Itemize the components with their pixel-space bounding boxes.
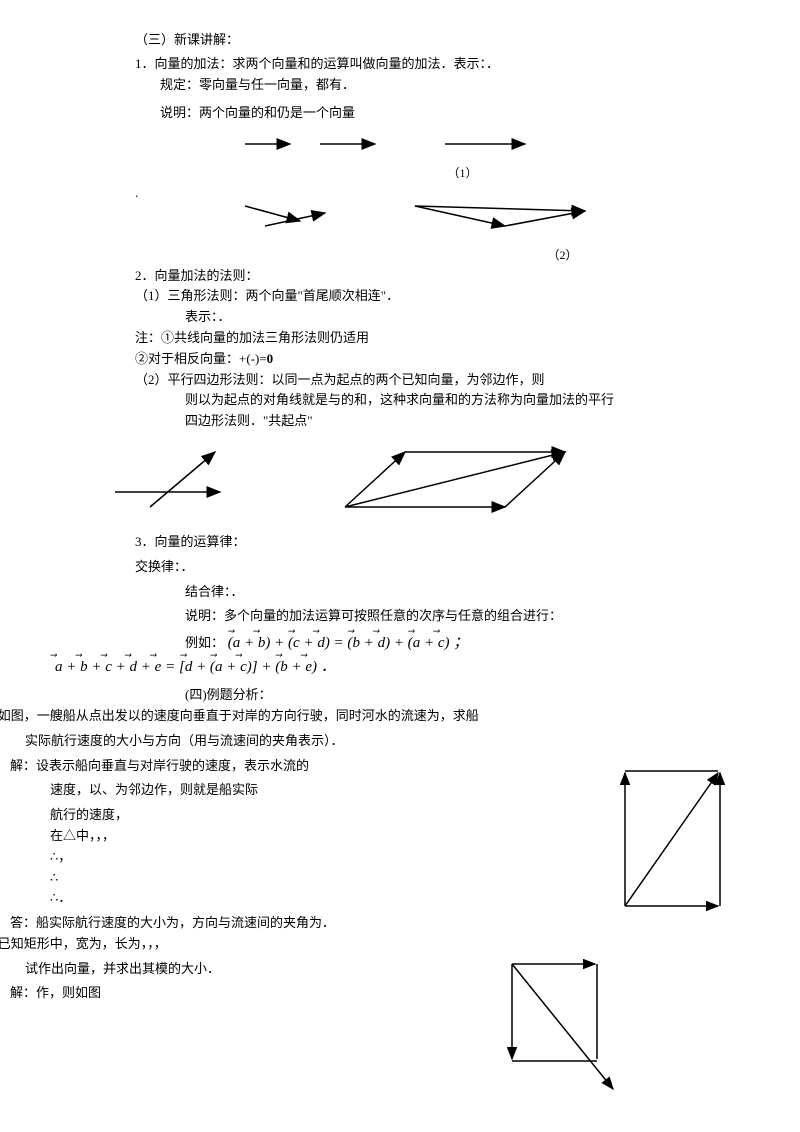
- item-2-heading: 2．向量加法的法则：: [135, 266, 750, 287]
- section-4-title: (四)例题分析：: [135, 685, 750, 706]
- item-2-parallel3: 四边形法则．"共起点": [135, 411, 750, 432]
- item-2-note2: ②对于相反向量：+(-)=0: [135, 349, 750, 370]
- item-1-heading: 1．向量的加法：求两个向量和的运算叫做向量的加法．表示：．: [135, 54, 750, 75]
- ex1-line2: 实际航行速度的大小与方向（用与流速间的夹角表示）．: [0, 731, 760, 752]
- figure-2-arrows: [235, 191, 750, 241]
- ex2-heading: 例2 已知矩形中，宽为，长为，，，: [0, 934, 760, 955]
- ex2-line2: 试作出向量，并求出其模的大小．: [0, 959, 760, 980]
- figure-parallelogram: [95, 437, 750, 527]
- item-2-parallel2: 则以为起点的对角线就是与的和，这种求向量和的方法称为向量加法的平行: [135, 390, 750, 411]
- figure-1-label: （1）: [175, 164, 750, 183]
- item-2-note1: 注：①共线向量的加法三角形法则仍适用: [135, 328, 750, 349]
- item-2-parallel1: （2）平行四边形法则：以同一点为起点的两个已知向量，为邻边作，则: [135, 370, 750, 391]
- formula-1: 例如： (a⃗ + b⃗) + (c⃗ + d⃗) = (b⃗ + d⃗) + …: [135, 631, 750, 655]
- item-1-explain: 说明：两个向量的和仍是一个向量: [135, 103, 750, 124]
- figure-rectangle-1: [610, 761, 740, 921]
- item-3-heading: 3．向量的运算律：: [135, 532, 750, 553]
- item-3-explain: 说明：多个向量的加法运算可按照任意的次序与任意的组合进行：: [135, 606, 750, 627]
- ex1-heading: 例1 如图，一艘船从点出发以的速度向垂直于对岸的方向行驶，同时河水的流速为，求船: [0, 706, 760, 727]
- item-2-triangle: （1）三角形法则：两个向量"首尾顺次相连"．: [135, 286, 750, 307]
- formula-2: a⃗ + b⃗ + c⃗ + d⃗ + e⃗ = [d⃗ + (a⃗ + c⃗)…: [55, 655, 750, 679]
- item-3-commutative: 交换律：．: [135, 557, 750, 578]
- ex2-sol: 解：作，则如图: [0, 983, 760, 1004]
- item-2-triangle-repr: 表示：．: [135, 307, 750, 328]
- item-3-associative: 结合律：．: [135, 582, 750, 603]
- item-1-rule: 规定：零向量与任一向量，都有．: [135, 75, 750, 96]
- figure-2-label: （2）: [375, 246, 750, 265]
- figure-1-arrows: [235, 129, 750, 159]
- figure-rectangle-2: [500, 954, 620, 1094]
- section-3-title: （三）新课讲解：: [135, 30, 750, 51]
